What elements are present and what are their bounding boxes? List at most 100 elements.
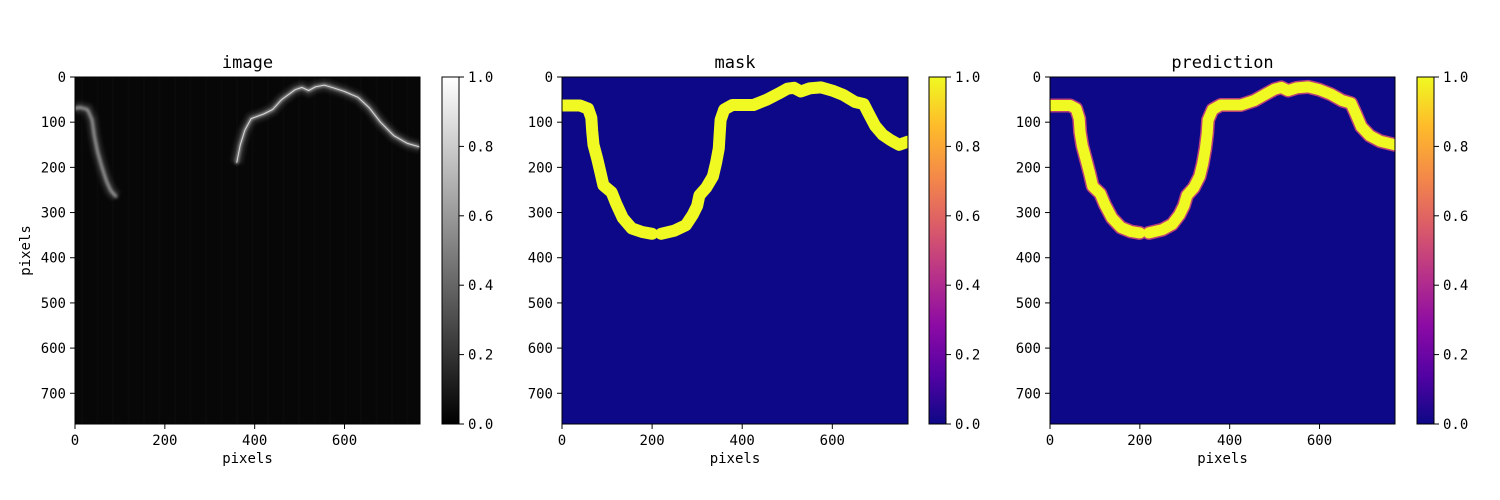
y-tick-label: 700 — [41, 386, 66, 402]
colorbar-tick-label: 0.4 — [468, 278, 493, 294]
x-tick-label: 400 — [242, 433, 267, 449]
colorbar: 0.0 0.2 0.4 0.6 0.8 1.0 — [441, 70, 493, 433]
streak — [236, 77, 238, 424]
streak — [143, 77, 145, 424]
colorbar: 0.0 0.2 0.4 0.6 0.8 1.0 — [928, 70, 980, 433]
curve-mask — [562, 99, 659, 240]
streak — [81, 77, 83, 424]
streak — [329, 77, 331, 424]
y-tick-label: 100 — [1016, 115, 1041, 131]
x-tick-label: 400 — [730, 433, 755, 449]
panel-prediction: prediction 0 200 400 600 0 100 200 300 400 500 600 7… — [1016, 53, 1469, 467]
streak — [220, 77, 223, 424]
streak — [96, 77, 99, 424]
image-background — [562, 77, 908, 424]
axes-frame — [74, 76, 421, 425]
feature-edge — [75, 106, 118, 198]
y-tick-label: 200 — [1016, 160, 1041, 176]
colorbar-tick-label: 0.6 — [1443, 209, 1468, 225]
y-tick-label: 0 — [58, 70, 66, 86]
colorbar-tick-label: 1.0 — [955, 70, 980, 86]
colorbar-gradient — [928, 76, 947, 425]
image-background — [1050, 77, 1395, 424]
y-tick-label: 0 — [1033, 70, 1041, 86]
streak — [375, 77, 378, 424]
streak — [282, 77, 285, 424]
y-tick-label: 200 — [528, 160, 553, 176]
y-tick-label: 400 — [41, 251, 66, 267]
colorbar: 0.0 0.2 0.4 0.6 0.8 1.0 — [1416, 70, 1468, 433]
colorbar-tick-label: 0.4 — [1443, 278, 1468, 294]
x-tick-label: 600 — [332, 433, 357, 449]
y-tick-label: 500 — [41, 296, 66, 312]
y-tick-label: 600 — [528, 341, 553, 357]
axes-frame — [1049, 76, 1396, 425]
colorbar-tick-label: 1.0 — [468, 70, 493, 86]
colorbar-tick-label: 0.8 — [468, 139, 493, 155]
y-tick-label: 300 — [528, 206, 553, 222]
colorbar-tick-label: 0.2 — [955, 348, 980, 364]
panel-image: image 0 200 400 600 0 100 200 300 400 500 600 700 pix… — [18, 53, 493, 467]
x-tick-label: 400 — [1217, 433, 1242, 449]
panel-title: prediction — [1171, 53, 1273, 73]
image-content — [562, 81, 908, 240]
axes-frame — [561, 76, 909, 425]
streak — [298, 77, 300, 424]
y-tick-label: 300 — [41, 206, 66, 222]
colorbar-tick-label: 0.6 — [468, 209, 493, 225]
colorbar-tick-label: 0.0 — [1443, 417, 1468, 433]
x-tick-label: 200 — [1127, 433, 1152, 449]
y-tick-label: 100 — [528, 115, 553, 131]
x-axis-label: pixels — [222, 451, 273, 467]
y-tick-label: 500 — [1016, 296, 1041, 312]
x-tick-label: 200 — [639, 433, 664, 449]
y-tick-label: 600 — [1016, 341, 1041, 357]
colorbar-tick-label: 0.8 — [955, 139, 980, 155]
y-tick-label: 400 — [528, 251, 553, 267]
colorbar-tick-label: 0.8 — [1443, 139, 1468, 155]
colorbar-tick-label: 0.4 — [955, 278, 980, 294]
streak — [189, 77, 192, 424]
y-tick-label: 700 — [528, 386, 553, 402]
colorbar-tick-label: 0.0 — [955, 417, 980, 433]
y-tick-label: 100 — [41, 115, 66, 131]
streak — [391, 77, 393, 424]
colorbar-tick-label: 0.6 — [955, 209, 980, 225]
y-tick-label: 400 — [1016, 251, 1041, 267]
y-tick-label: 500 — [528, 296, 553, 312]
y-axis-label: pixels — [18, 225, 34, 276]
image-content — [1050, 79, 1395, 240]
x-axis-label: pixels — [710, 451, 761, 467]
y-tick-label: 300 — [1016, 206, 1041, 222]
image-content — [75, 77, 420, 424]
streak — [112, 77, 114, 424]
colorbar-tick-label: 1.0 — [1443, 70, 1468, 86]
y-tick-label: 700 — [1016, 386, 1041, 402]
x-tick-label: 0 — [1046, 433, 1054, 449]
colorbar-tick-label: 0.0 — [468, 417, 493, 433]
streak — [158, 77, 161, 424]
y-tick-label: 0 — [545, 70, 553, 86]
feature-edge-core — [236, 84, 420, 163]
panel-title: image — [222, 53, 273, 73]
x-axis-label: pixels — [1197, 451, 1248, 467]
streak — [267, 77, 269, 424]
x-tick-label: 200 — [152, 433, 177, 449]
streak — [174, 77, 176, 424]
colorbar-gradient — [1416, 76, 1435, 425]
panel-mask: mask 0 200 400 600 0 100 200 300 400 500 600 700 pixe… — [528, 53, 981, 467]
colorbar-gradient — [441, 76, 460, 425]
curve-mask — [1050, 100, 1146, 239]
x-tick-label: 0 — [71, 433, 79, 449]
x-tick-label: 600 — [1307, 433, 1332, 449]
curve-mask — [655, 81, 908, 240]
streak — [313, 77, 316, 424]
streak — [205, 77, 207, 424]
panel-title: mask — [715, 53, 756, 73]
y-tick-label: 600 — [41, 341, 66, 357]
streak — [360, 77, 362, 424]
colorbar-tick-label: 0.2 — [468, 348, 493, 364]
streak — [344, 77, 347, 424]
streak — [251, 77, 254, 424]
